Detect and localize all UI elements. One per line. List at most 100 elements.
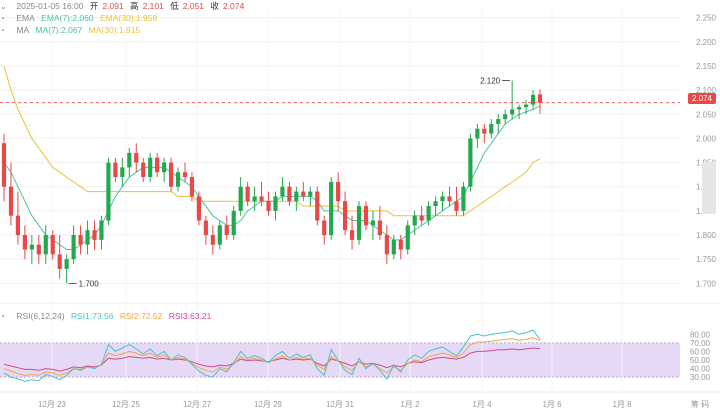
price-tick-label: 1.750 xyxy=(696,255,717,264)
bell-icon[interactable]: ◔ xyxy=(0,312,5,321)
candle-down xyxy=(8,186,14,216)
candle-down xyxy=(537,94,543,103)
candle-up xyxy=(106,162,111,221)
candle-down xyxy=(168,162,174,187)
candle-up xyxy=(120,167,125,178)
price-tick-label: 2.150 xyxy=(696,62,717,71)
price-tick-label: 1.800 xyxy=(696,231,717,240)
candle-up xyxy=(530,94,536,105)
candle-up xyxy=(99,220,104,240)
candle-up xyxy=(503,114,508,120)
time-tick-label: 12月 23 xyxy=(38,400,67,409)
candle-up xyxy=(294,191,299,202)
candle-down xyxy=(36,244,41,255)
time-tick-label: 12月 29 xyxy=(254,400,283,409)
ma-name: MA xyxy=(16,25,30,35)
candle-down xyxy=(384,235,389,255)
candle-up xyxy=(71,235,76,260)
candle-up xyxy=(412,215,417,226)
candle-down xyxy=(203,220,208,236)
low-label: 低 xyxy=(170,1,179,11)
rsi3-value: RSI3:63.21 xyxy=(168,311,212,321)
candle-down xyxy=(349,230,355,240)
candle-up xyxy=(29,244,34,250)
candle-down xyxy=(259,196,264,202)
bell-icon[interactable]: ◔ xyxy=(0,26,5,35)
rsi2-line xyxy=(3,337,541,376)
candle-down xyxy=(245,186,250,202)
time-tick-label: 12月 25 xyxy=(112,400,141,409)
candle-down xyxy=(210,235,215,245)
chips-tab-label[interactable]: 筹 码 xyxy=(691,399,709,409)
ohlc-date: 2025-01-05 16:00 xyxy=(16,1,84,11)
time-tick-label: 1月 8 xyxy=(612,400,632,409)
chevron-down-icon[interactable]: ⌄ xyxy=(0,2,7,11)
candle-up xyxy=(440,196,445,202)
candle-up xyxy=(148,157,153,178)
candle-up xyxy=(329,181,334,236)
rsi-legend[interactable]: ◔ RSI(6,12,24) RSI1:73.56 RSI2:72.52 RSI… xyxy=(0,310,215,323)
candle-up xyxy=(43,235,48,255)
rsi2-value: RSI2:72.52 xyxy=(119,311,163,321)
ma-legend[interactable]: ◔ MA MA(7):2.067 MA(30):1.915 xyxy=(0,24,144,37)
candle-down xyxy=(78,235,83,245)
candle-down xyxy=(343,201,348,231)
rsi-tick-label: 70.00 xyxy=(690,339,711,348)
candle-down xyxy=(482,128,487,134)
rsi-name: RSI(6,12,24) xyxy=(16,311,65,321)
candle-up xyxy=(127,152,132,168)
ema-long: EMA(30):1.958 xyxy=(100,13,158,23)
ohlc-header: ⌄ 2025-01-05 16:00 开 2.091 高 2.101 低 2.051 … xyxy=(0,0,248,13)
bell-icon[interactable]: ◔ xyxy=(0,14,5,23)
candle-down xyxy=(57,254,62,269)
candle-down xyxy=(398,239,403,250)
ma-short: MA(7):2.067 xyxy=(35,25,83,35)
candle-down xyxy=(155,157,160,173)
candle-down xyxy=(224,225,229,236)
candle-up xyxy=(356,206,362,240)
candle-down xyxy=(301,191,306,197)
candle-down xyxy=(363,206,369,226)
candle-up xyxy=(238,186,243,211)
candle-down xyxy=(189,177,195,197)
time-tick-label: 1月 2 xyxy=(400,400,420,409)
candle-up xyxy=(468,138,473,187)
high-label: 高 xyxy=(130,1,139,11)
candle-down xyxy=(322,220,327,236)
candle-down xyxy=(141,162,146,178)
ema-name: EMA xyxy=(16,13,35,23)
rsi-tick-label: 60.00 xyxy=(690,347,711,356)
current-price-badge: 2.074 xyxy=(687,93,716,104)
open-label: 开 xyxy=(89,1,99,11)
rsi1-line xyxy=(3,329,541,382)
candle-up xyxy=(370,220,376,226)
candle-down xyxy=(336,181,341,202)
candle-down xyxy=(22,235,27,250)
high-marker-label: 2.120 xyxy=(480,76,501,85)
candle-up xyxy=(217,225,222,245)
price-tick-label: 2.050 xyxy=(696,110,717,119)
rsi-tick-label: 80.00 xyxy=(690,330,711,339)
candle-down xyxy=(50,235,55,255)
candle-up xyxy=(308,191,313,197)
rsi-tick-label: 40.00 xyxy=(690,365,711,374)
ma-long: MA(30):1.915 xyxy=(88,25,141,35)
candle-up xyxy=(475,128,480,139)
candle-up xyxy=(510,109,515,115)
rsi-tick-label: 50.00 xyxy=(690,356,711,365)
candle-down xyxy=(196,196,201,221)
candle-up xyxy=(517,107,522,110)
time-tick-label: 1月 6 xyxy=(542,400,562,409)
candle-up xyxy=(231,210,236,236)
candle-up xyxy=(85,230,90,245)
close-label: 收 xyxy=(210,1,219,11)
candle-down xyxy=(92,230,97,240)
side-tab[interactable] xyxy=(702,162,716,214)
time-tick-label: 12月 31 xyxy=(326,400,355,409)
candle-up xyxy=(433,201,438,207)
ma-long-line xyxy=(3,65,541,217)
candle-down xyxy=(113,162,118,178)
open-value: 2.091 xyxy=(102,1,124,11)
ema-legend[interactable]: ◔ EMA EMA(7):2.060 EMA(30):1.958 xyxy=(0,12,161,25)
